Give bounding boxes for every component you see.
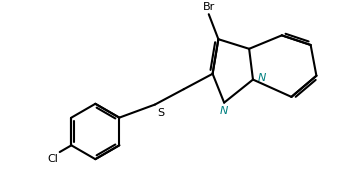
Text: N: N (258, 73, 266, 83)
Text: S: S (157, 108, 164, 118)
Text: Cl: Cl (47, 154, 58, 164)
Text: Br: Br (203, 2, 215, 12)
Text: N: N (220, 107, 228, 116)
